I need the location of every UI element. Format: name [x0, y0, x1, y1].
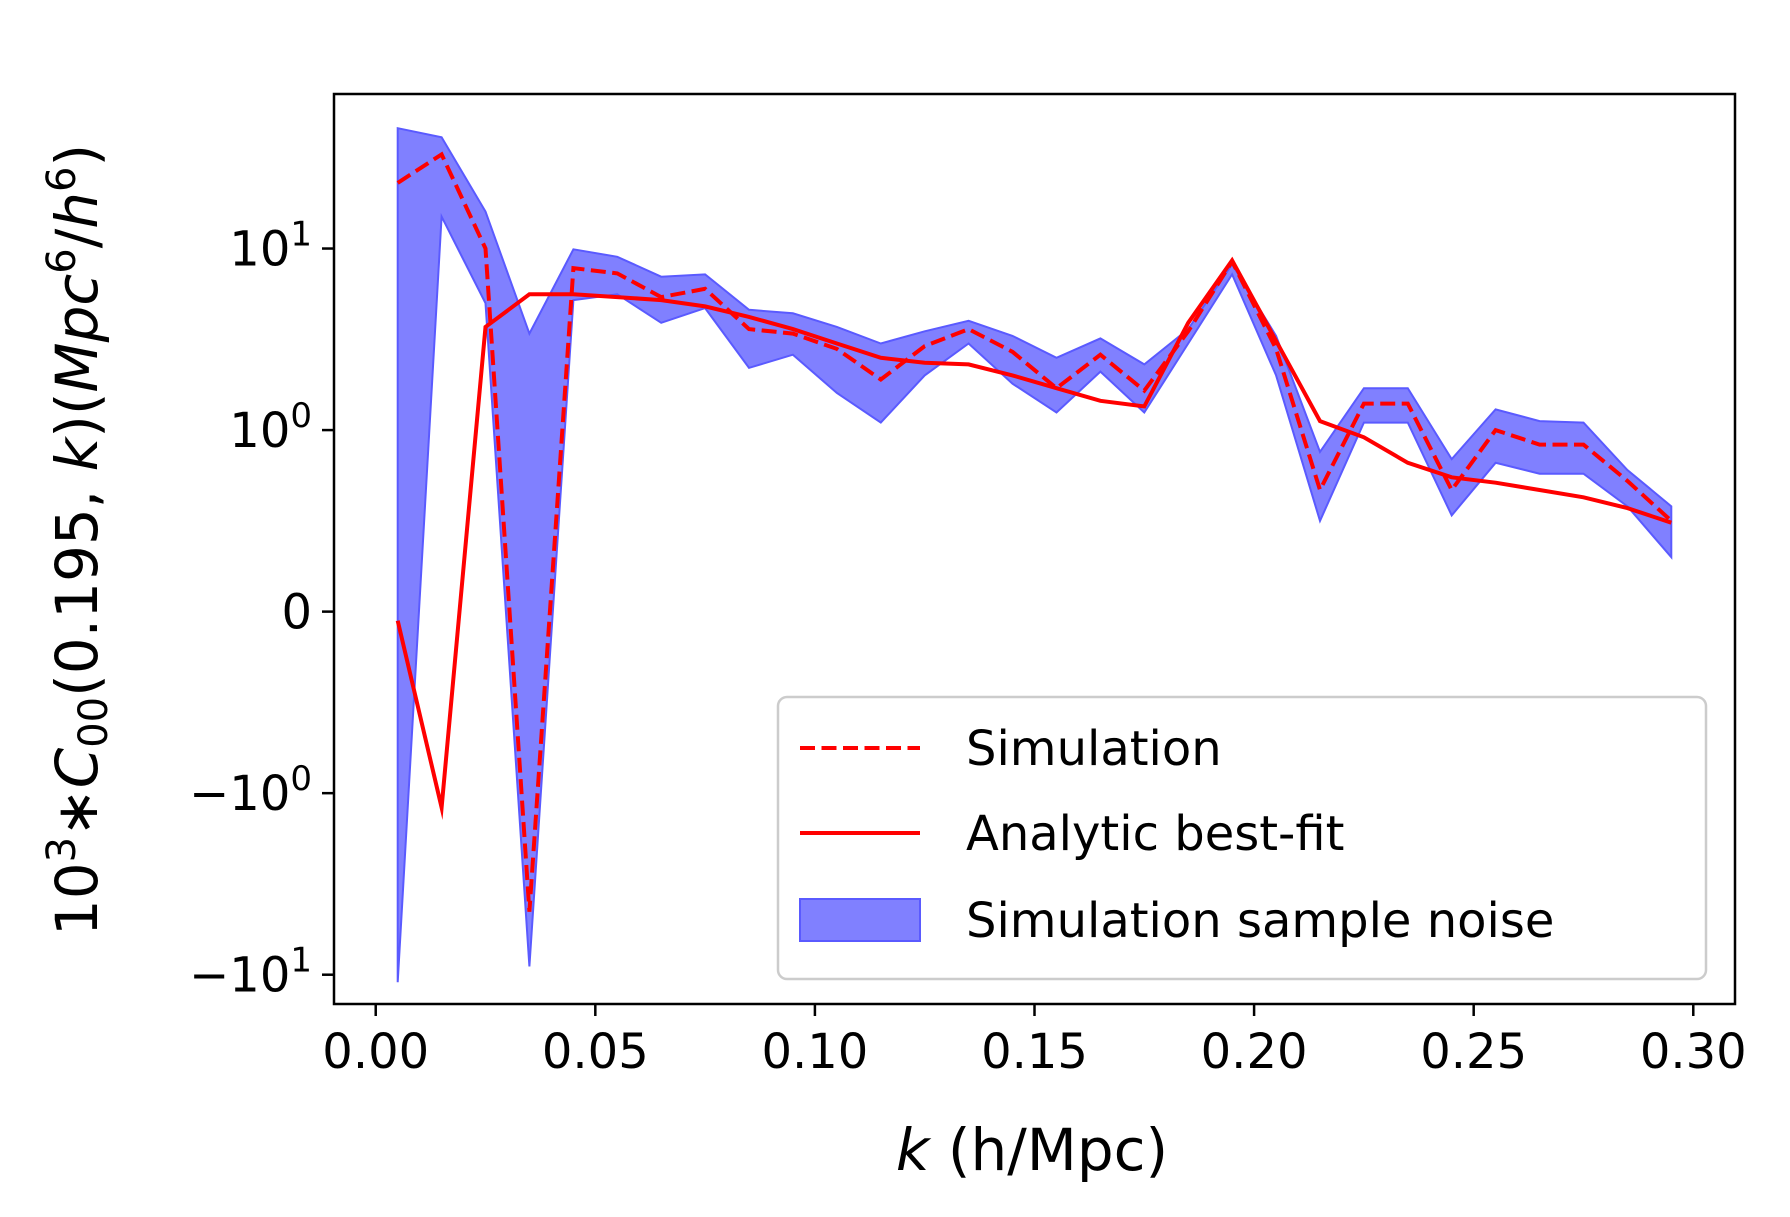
y-tick-label: 101 — [229, 215, 312, 278]
analytic-fit-line — [395, 256, 1672, 820]
line-layer — [395, 151, 1673, 912]
x-tick-label: 0.15 — [981, 1024, 1088, 1080]
y-tick-label: −101 — [189, 941, 312, 1004]
x-tick-label: 0.20 — [1201, 1024, 1308, 1080]
noise-band-layer — [396, 126, 1673, 983]
x-tick-label: 0.10 — [761, 1024, 868, 1080]
y-axis-ticks: 101 100 0 −100 −101 — [189, 215, 334, 1004]
x-tick-label: 0.05 — [542, 1024, 649, 1080]
legend-swatch-noise — [799, 898, 921, 942]
x-tick-label: 0.30 — [1640, 1024, 1747, 1080]
y-axis-label: 103∗C00(0.195, k)(Mpc6/h6) — [39, 144, 117, 936]
x-tick-label: 0.25 — [1420, 1024, 1527, 1080]
legend-label-analytic: Analytic best-fit — [966, 806, 1344, 862]
noise-band — [396, 126, 1673, 983]
legend-label-noise: Simulation sample noise — [966, 893, 1554, 949]
legend: Simulation Analytic best-fit Simulation … — [776, 695, 1708, 981]
legend-label-simulation: Simulation — [966, 721, 1222, 777]
legend-box — [776, 695, 1708, 981]
y-tick-label: 0 — [281, 585, 312, 641]
y-tick-label: −100 — [189, 759, 312, 822]
x-axis-label: k (h/Mpc) — [896, 1116, 1168, 1184]
x-axis-ticks: 0.00 0.05 0.10 0.15 0.20 0.25 0.30 — [322, 1004, 1747, 1080]
y-tick-label: 100 — [229, 396, 312, 459]
x-tick-label: 0.00 — [322, 1024, 429, 1080]
